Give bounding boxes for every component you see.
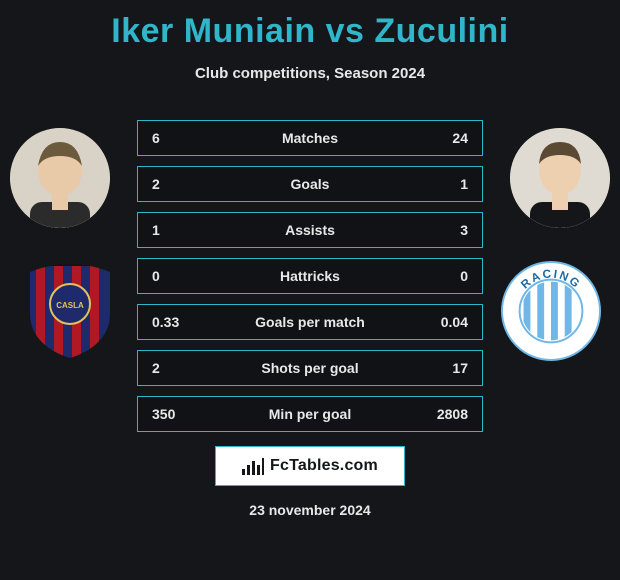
avatar-placeholder-icon — [10, 128, 110, 228]
stat-row: 2 Shots per goal 17 — [137, 350, 483, 386]
stat-label: Hattricks — [212, 268, 408, 284]
stat-left-value: 0 — [152, 268, 212, 284]
stats-table: 6 Matches 24 2 Goals 1 1 Assists 3 0 Hat… — [137, 120, 483, 442]
stat-row: 0 Hattricks 0 — [137, 258, 483, 294]
stat-row: 350 Min per goal 2808 — [137, 396, 483, 432]
stat-right-value: 1 — [408, 176, 468, 192]
svg-text:CASLA: CASLA — [56, 301, 84, 310]
stat-label: Assists — [212, 222, 408, 238]
stat-label: Goals per match — [212, 314, 408, 330]
stat-row: 6 Matches 24 — [137, 120, 483, 156]
circle-badge-icon: RACING — [500, 260, 602, 362]
stat-left-value: 1 — [152, 222, 212, 238]
shield-icon: CASLA — [20, 260, 120, 360]
player-left-avatar — [10, 128, 110, 228]
stat-right-value: 3 — [408, 222, 468, 238]
stat-left-value: 6 — [152, 130, 212, 146]
stat-row: 1 Assists 3 — [137, 212, 483, 248]
stat-right-value: 24 — [408, 130, 468, 146]
stat-left-value: 2 — [152, 176, 212, 192]
stat-right-value: 17 — [408, 360, 468, 376]
snapshot-date: 23 november 2024 — [0, 502, 620, 518]
stat-left-value: 0.33 — [152, 314, 212, 330]
player-right-avatar — [510, 128, 610, 228]
stat-right-value: 0.04 — [408, 314, 468, 330]
club-crest-right: RACING — [500, 260, 602, 362]
stat-right-value: 2808 — [408, 406, 468, 422]
comparison-subtitle: Club competitions, Season 2024 — [0, 65, 620, 82]
stat-left-value: 350 — [152, 406, 212, 422]
stat-label: Shots per goal — [212, 360, 408, 376]
stat-label: Matches — [212, 130, 408, 146]
fctables-text: FcTables.com — [270, 457, 378, 475]
stat-label: Min per goal — [212, 406, 408, 422]
stat-label: Goals — [212, 176, 408, 192]
stat-left-value: 2 — [152, 360, 212, 376]
club-crest-left: CASLA — [20, 260, 120, 360]
fctables-badge[interactable]: FcTables.com — [215, 446, 405, 486]
avatar-placeholder-icon — [510, 128, 610, 228]
stat-row: 0.33 Goals per match 0.04 — [137, 304, 483, 340]
comparison-title: Iker Muniain vs Zuculini — [0, 0, 620, 51]
bars-logo-icon — [242, 457, 264, 475]
stat-row: 2 Goals 1 — [137, 166, 483, 202]
stat-right-value: 0 — [408, 268, 468, 284]
